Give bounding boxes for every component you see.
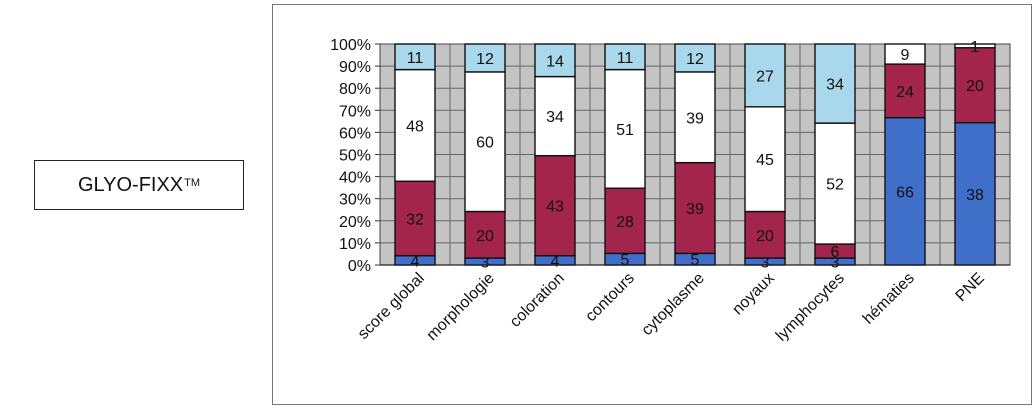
data-label: 20 bbox=[966, 78, 984, 95]
y-tick-label: 20% bbox=[339, 214, 371, 231]
bar-segment bbox=[674, 71, 716, 164]
x-tick-label: morphologie bbox=[424, 270, 498, 344]
data-label: 4 bbox=[411, 253, 420, 270]
data-label: 3 bbox=[761, 255, 770, 272]
data-label: 5 bbox=[691, 252, 700, 269]
bar-segment bbox=[814, 122, 856, 245]
x-tick-label: score global bbox=[355, 270, 428, 343]
bar-segment bbox=[394, 68, 436, 182]
x-tick-label: PNE bbox=[953, 270, 988, 305]
data-label: 48 bbox=[406, 118, 424, 135]
data-label: 3 bbox=[481, 255, 490, 272]
x-tick-label: coloration bbox=[507, 270, 568, 331]
bar-segment bbox=[814, 43, 856, 124]
method-label-box: GLYO-FIXX TM bbox=[34, 160, 244, 210]
bar-segment bbox=[954, 43, 996, 49]
data-label: 11 bbox=[617, 50, 634, 67]
y-tick-label: 30% bbox=[339, 192, 371, 209]
bar-segment bbox=[534, 43, 576, 78]
y-tick-label: 90% bbox=[339, 59, 371, 76]
y-tick-label: 60% bbox=[339, 125, 371, 142]
bar-segment bbox=[604, 68, 646, 189]
bar-segment bbox=[884, 116, 926, 266]
x-tick-label: hématies bbox=[860, 270, 918, 328]
bar-segment bbox=[744, 106, 786, 213]
data-label: 43 bbox=[546, 199, 564, 216]
data-label: 60 bbox=[476, 135, 494, 152]
x-tick-label: contours bbox=[582, 270, 637, 325]
data-label: 39 bbox=[686, 201, 704, 218]
data-label: 20 bbox=[756, 228, 774, 245]
bar-segment bbox=[604, 187, 646, 255]
bar-segment bbox=[884, 43, 926, 65]
trademark-superscript: TM bbox=[184, 177, 201, 189]
y-tick-label: 40% bbox=[339, 170, 371, 187]
bar-segment bbox=[604, 43, 646, 71]
bar-segment bbox=[674, 161, 716, 255]
data-label: 12 bbox=[686, 51, 704, 68]
data-label: 3 bbox=[831, 255, 840, 272]
data-label: 66 bbox=[896, 184, 914, 201]
data-label: 12 bbox=[476, 51, 494, 68]
data-label: 34 bbox=[826, 77, 844, 94]
bar-segment bbox=[534, 75, 576, 157]
bar-segment bbox=[534, 154, 576, 257]
bar-segment bbox=[744, 210, 786, 259]
data-label: 11 bbox=[407, 50, 424, 67]
data-label: 38 bbox=[966, 187, 984, 204]
bar-segment bbox=[674, 43, 716, 73]
bar-segment bbox=[464, 71, 506, 213]
y-tick-label: 0% bbox=[348, 258, 371, 275]
data-label: 14 bbox=[546, 53, 564, 70]
data-label: 51 bbox=[616, 122, 634, 139]
method-label-text: GLYO-FIXX bbox=[77, 173, 184, 196]
y-tick-label: 80% bbox=[339, 81, 371, 98]
x-tick-label: lymphocytes bbox=[773, 270, 848, 345]
data-label: 32 bbox=[406, 211, 424, 228]
data-label: 9 bbox=[901, 47, 910, 64]
data-label: 39 bbox=[686, 110, 704, 127]
y-tick-label: 70% bbox=[339, 103, 371, 120]
data-label: 20 bbox=[476, 228, 494, 245]
data-label: 5 bbox=[621, 252, 630, 269]
x-tick-label: cytoplasme bbox=[639, 270, 708, 339]
data-label: 6 bbox=[831, 244, 840, 261]
data-label: 1 bbox=[971, 39, 980, 56]
data-label: 24 bbox=[896, 84, 914, 101]
data-label: 4 bbox=[551, 253, 560, 270]
x-tick-label: noyaux bbox=[729, 270, 778, 319]
data-label: 27 bbox=[756, 68, 774, 85]
data-label: 45 bbox=[756, 152, 774, 169]
y-tick-label: 50% bbox=[339, 148, 371, 165]
bar-segment bbox=[464, 43, 506, 73]
data-label: 52 bbox=[826, 177, 844, 194]
y-tick-label: 100% bbox=[330, 37, 371, 54]
data-label: 28 bbox=[616, 214, 634, 231]
bar-segment bbox=[744, 43, 786, 108]
y-tick-label: 10% bbox=[339, 236, 371, 253]
bar-segment bbox=[464, 210, 506, 259]
bar-segment bbox=[394, 43, 436, 71]
data-label: 34 bbox=[546, 109, 564, 126]
